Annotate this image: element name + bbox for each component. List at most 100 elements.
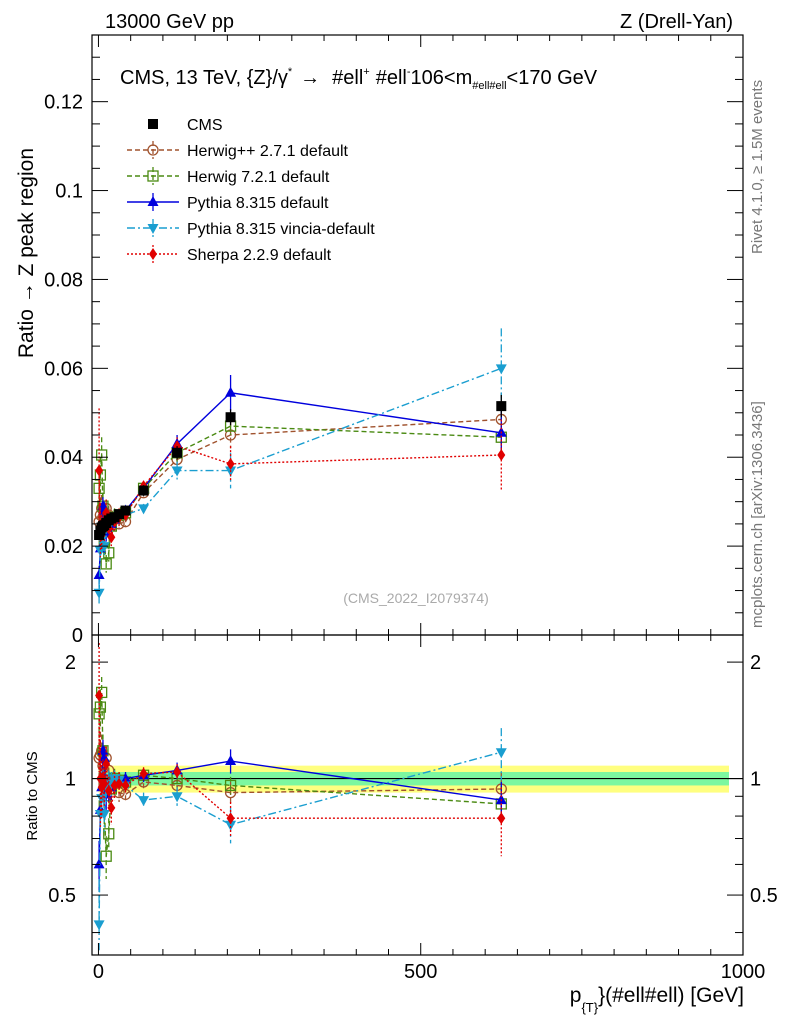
- x-tick-label: 0: [93, 961, 104, 983]
- ratio-y-tick-label-left: 0.5: [48, 885, 76, 907]
- ratio-vincia-point: [495, 748, 507, 759]
- main-sherpa-point: [95, 464, 104, 477]
- legend-sherpa-marker: [149, 248, 157, 260]
- ratio-pythia-point: [120, 772, 132, 783]
- main-herwigpp-line: [98, 418, 502, 529]
- y-tick-label: 0: [72, 625, 83, 647]
- ratio-series-sherpa: [95, 643, 506, 857]
- ratio-vincia-point: [225, 820, 237, 831]
- main-cms-point: [114, 509, 125, 520]
- legend-pythia-marker: [147, 196, 159, 206]
- legend-entry-herwig7: Herwig 7.2.1 default: [127, 167, 330, 186]
- ratio-sherpa-point: [102, 758, 111, 771]
- main-pythia-point: [225, 386, 237, 397]
- ratio-y-tick-label-left: 1: [65, 769, 76, 791]
- mcplots-label: mcplots.cern.ch [arXiv:1306.3436]: [749, 401, 766, 628]
- legend-herwig7-marker: [147, 170, 159, 182]
- ratio-sherpa-point: [497, 812, 506, 825]
- ratio-sherpa-point: [100, 777, 109, 790]
- xlabel: p{T}}(#ell#ell) [GeV]: [570, 984, 744, 1015]
- ratio-vincia-point: [138, 796, 150, 807]
- main-herwig7-point: [100, 558, 112, 570]
- main-vincia-point: [171, 466, 183, 477]
- y-tick-label: 0.08: [44, 269, 83, 291]
- ratio-sherpa-point: [121, 779, 130, 792]
- legend-entry-cms: CMS: [148, 117, 223, 134]
- main-sherpa-line: [98, 445, 502, 538]
- main-sherpa-point: [497, 449, 506, 461]
- legend-vincia-marker: [147, 224, 159, 234]
- legend-herwig7-label: Herwig 7.2.1 default: [187, 169, 330, 186]
- ratio-herwig7-point: [224, 779, 237, 792]
- ratio-y-tick-label-right: 1: [750, 769, 761, 791]
- y-tick-label: 0.04: [44, 447, 83, 469]
- ratio-ylabel: Ratio to CMS: [24, 751, 41, 840]
- main-vincia-point: [495, 364, 507, 375]
- legend-herwigpp-marker: [147, 144, 159, 156]
- ratio-series-pythia: [93, 739, 507, 892]
- ratio-herwig7-point: [103, 828, 115, 840]
- y-tick-label: 0.06: [44, 358, 83, 380]
- main-series-vincia: [93, 328, 507, 607]
- ratio-herwig7-point: [94, 701, 107, 713]
- ratio-vincia-point: [171, 792, 183, 803]
- main-cms-point: [120, 505, 131, 516]
- main-ylabel: Ratio → Z peak region: [15, 148, 38, 358]
- main-herwig7-point: [103, 547, 115, 559]
- main-series-cms: [94, 395, 507, 540]
- legend-herwigpp-label: Herwig++ 2.7.1 default: [187, 143, 349, 160]
- ratio-vincia-point: [93, 920, 105, 931]
- ratio-y-tick-label-left: 2: [65, 652, 76, 674]
- legend-sherpa-label: Sherpa 2.2.9 default: [187, 247, 332, 264]
- axes: 0 500 1000 0 0.02 0.04 0.06 0.08 0.1 0.12 0.5 0.5 1 1…: [44, 35, 778, 983]
- analysis-watermark: (CMS_2022_I2079374): [343, 590, 489, 606]
- y-tick-label: 0.02: [44, 536, 83, 558]
- main-vincia-line: [98, 367, 502, 593]
- plot-title: CMS, 13 TeV, {Z}/γ* → #ell+ #ell-106<m#ell#…: [120, 66, 598, 92]
- ratio-sherpa-point: [173, 765, 182, 778]
- legend-entry-herwigpp: Herwig++ 2.7.1 default: [127, 141, 349, 160]
- ratio-herwig7-point: [100, 850, 112, 862]
- header-left: 13000 GeV pp: [105, 11, 234, 33]
- ratio-y-tick-label-right: 0.5: [750, 885, 778, 907]
- ratio-sherpa-point: [115, 777, 124, 790]
- header-right: Z (Drell-Yan): [620, 11, 733, 33]
- main-cms-point: [138, 485, 149, 496]
- main-sherpa-point: [107, 531, 116, 544]
- ratio-vincia-point: [98, 809, 110, 820]
- y-tick-label: 0.12: [44, 92, 83, 114]
- main-cms-point: [496, 401, 507, 412]
- y-tick-label: 0.1: [55, 181, 83, 203]
- main-herwig7-point: [96, 449, 108, 461]
- ratio-y-tick-label-right: 2: [750, 652, 761, 674]
- x-tick-label: 500: [404, 961, 437, 983]
- main-pythia-line: [98, 392, 502, 576]
- ratio-frame: [91, 634, 744, 956]
- legend-cms-label: CMS: [187, 117, 223, 134]
- main-sherpa-point: [226, 457, 235, 470]
- ratio-pythia-point: [93, 858, 105, 869]
- ratio-pythia-point: [495, 794, 507, 805]
- legend-pythia-label: Pythia 8.315 default: [187, 195, 329, 212]
- main-vincia-point: [93, 588, 105, 599]
- ratio-sherpa-point: [95, 689, 104, 702]
- main-herwig7-line: [98, 425, 502, 565]
- ratio-sherpa-point: [226, 812, 235, 825]
- legend-entry-sherpa: Sherpa 2.2.9 default: [127, 245, 332, 264]
- main-cms-point: [172, 447, 183, 458]
- legend-cms-marker: [148, 119, 158, 129]
- legend-entry-vincia: Pythia 8.315 vincia-default: [127, 219, 375, 238]
- main-cms-point: [225, 412, 236, 423]
- ratio-sherpa-point: [139, 767, 148, 780]
- main-vincia-point: [138, 504, 150, 515]
- rivet-label: Rivet 4.1.0, ≥ 1.5M events: [749, 80, 766, 254]
- main-series-pythia: [93, 375, 507, 584]
- main-series-herwigpp: [93, 392, 507, 540]
- ratio-series-vincia: [93, 728, 507, 951]
- ratio-pythia-point: [225, 755, 237, 766]
- x-tick-label: 1000: [721, 961, 766, 983]
- legend-entry-pythia: Pythia 8.315 default: [127, 193, 329, 212]
- legend-vincia-label: Pythia 8.315 vincia-default: [187, 221, 375, 238]
